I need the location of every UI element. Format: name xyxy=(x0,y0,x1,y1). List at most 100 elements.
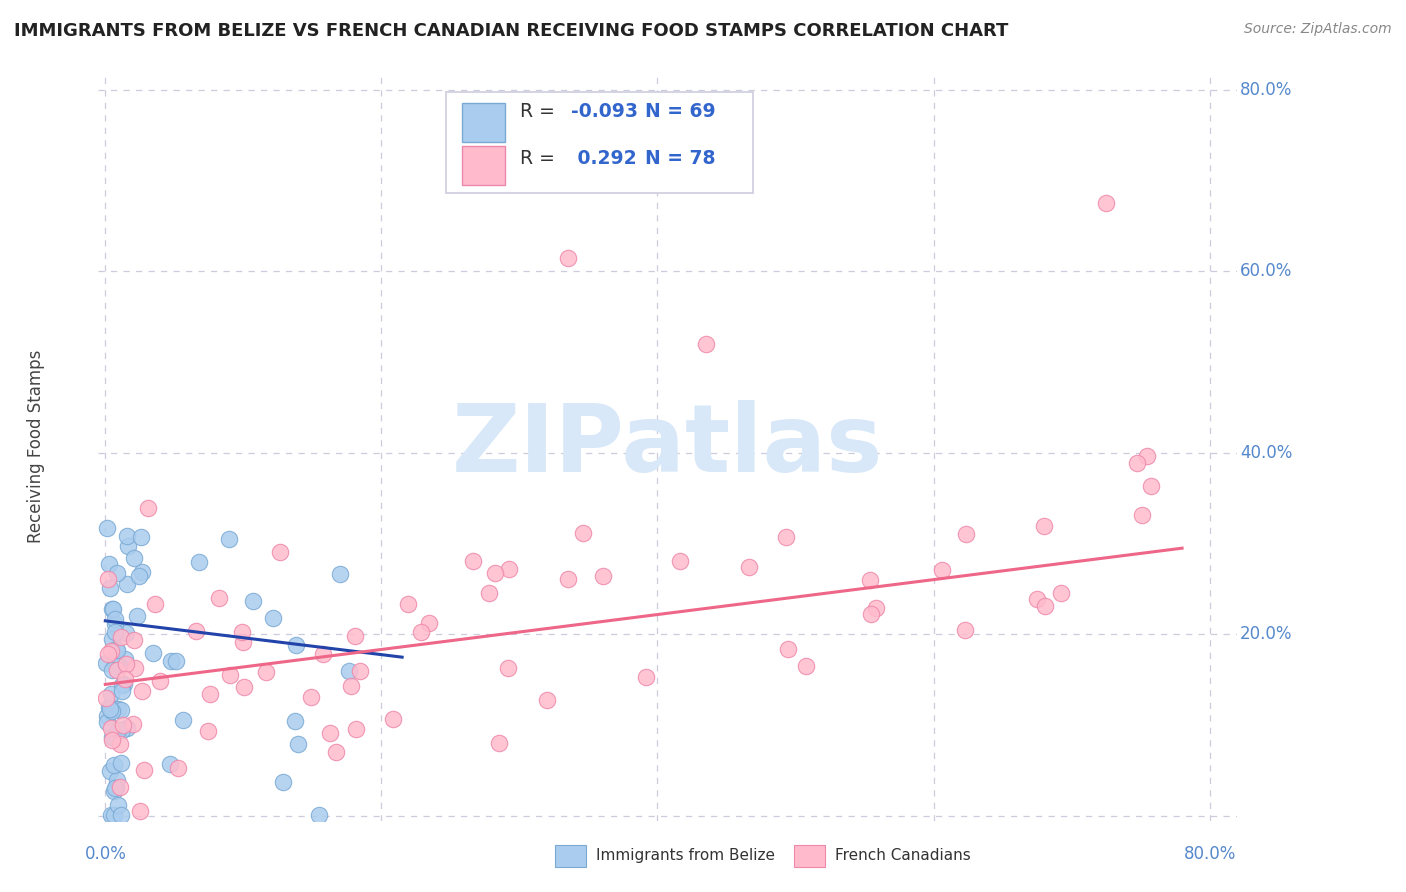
Point xyxy=(1136,449,1159,463)
Point xyxy=(409,624,432,639)
Point xyxy=(101,632,124,647)
Point xyxy=(110,808,132,822)
Point xyxy=(955,623,977,637)
Point xyxy=(103,701,125,715)
Point xyxy=(115,721,138,735)
Point xyxy=(1032,519,1054,533)
Point xyxy=(103,625,125,640)
Point xyxy=(111,718,134,732)
Text: 0.292: 0.292 xyxy=(571,149,637,168)
Point xyxy=(107,798,129,813)
Bar xyxy=(555,845,586,867)
Point xyxy=(1026,591,1049,606)
Point xyxy=(488,736,510,750)
Point xyxy=(308,808,330,822)
Point xyxy=(111,723,134,738)
Point xyxy=(105,772,128,787)
Point xyxy=(105,663,128,677)
Point xyxy=(128,804,150,818)
Point xyxy=(232,680,254,694)
Text: French Canadians: French Canadians xyxy=(835,848,972,863)
Point xyxy=(287,737,309,751)
Point xyxy=(115,529,138,543)
Point xyxy=(98,702,121,716)
Point xyxy=(107,642,129,657)
Point xyxy=(97,647,120,661)
Point xyxy=(103,758,125,772)
Point xyxy=(484,566,506,581)
Point xyxy=(865,600,887,615)
Text: -0.093: -0.093 xyxy=(571,103,638,121)
Point xyxy=(159,654,181,668)
Point xyxy=(218,532,240,546)
Point xyxy=(114,672,136,686)
Point xyxy=(105,566,128,580)
FancyBboxPatch shape xyxy=(446,92,754,193)
Point xyxy=(110,756,132,771)
Point xyxy=(122,632,145,647)
Point xyxy=(107,658,129,673)
Point xyxy=(105,641,128,656)
Point xyxy=(142,646,165,660)
Point xyxy=(1126,456,1149,470)
Point xyxy=(478,586,501,600)
Text: Immigrants from Belize: Immigrants from Belize xyxy=(596,848,775,863)
Point xyxy=(859,607,882,622)
Point xyxy=(149,674,172,689)
Point xyxy=(955,526,977,541)
Text: 60.0%: 60.0% xyxy=(1240,262,1292,280)
Point xyxy=(115,657,138,672)
Text: N = 69: N = 69 xyxy=(645,103,716,121)
Point xyxy=(94,691,117,706)
Point xyxy=(100,730,122,744)
Text: 0.0%: 0.0% xyxy=(84,845,127,863)
Point xyxy=(110,630,132,644)
Point xyxy=(104,612,127,626)
Point xyxy=(125,609,148,624)
Point xyxy=(931,563,953,577)
Text: ZIPatlas: ZIPatlas xyxy=(453,400,883,492)
Point xyxy=(498,661,520,675)
Point xyxy=(98,764,121,778)
Point xyxy=(132,763,155,777)
Point xyxy=(557,251,579,265)
Point xyxy=(96,656,118,670)
Point xyxy=(100,687,122,701)
Point xyxy=(103,784,125,798)
Point xyxy=(859,574,882,588)
Point xyxy=(100,732,122,747)
Point xyxy=(312,647,335,661)
Point xyxy=(124,550,146,565)
Text: R =: R = xyxy=(520,149,561,168)
Point xyxy=(115,577,138,591)
Text: 80.0%: 80.0% xyxy=(1184,845,1236,863)
Point xyxy=(794,659,817,673)
Point xyxy=(418,616,440,631)
Point xyxy=(143,597,166,611)
Point xyxy=(218,668,240,682)
Point xyxy=(100,704,122,718)
Point xyxy=(669,553,692,567)
Point xyxy=(1140,479,1163,493)
Text: IMMIGRANTS FROM BELIZE VS FRENCH CANADIAN RECEIVING FOOD STAMPS CORRELATION CHAR: IMMIGRANTS FROM BELIZE VS FRENCH CANADIA… xyxy=(14,22,1008,40)
Point xyxy=(536,693,558,707)
Point xyxy=(775,530,797,544)
Point xyxy=(101,602,124,616)
Point xyxy=(114,677,136,691)
Point xyxy=(284,714,307,728)
Point xyxy=(337,665,360,679)
Point xyxy=(1033,599,1056,613)
Point xyxy=(131,565,153,579)
Point xyxy=(115,625,138,640)
Point xyxy=(121,717,143,731)
Point xyxy=(97,699,120,714)
Point xyxy=(463,554,485,568)
Point xyxy=(231,625,253,640)
Point xyxy=(136,500,159,515)
Point xyxy=(96,521,118,535)
Point xyxy=(103,808,125,822)
Point xyxy=(778,641,800,656)
Point xyxy=(110,737,132,751)
Text: Receiving Food Stamps: Receiving Food Stamps xyxy=(27,350,45,542)
Point xyxy=(167,760,190,774)
